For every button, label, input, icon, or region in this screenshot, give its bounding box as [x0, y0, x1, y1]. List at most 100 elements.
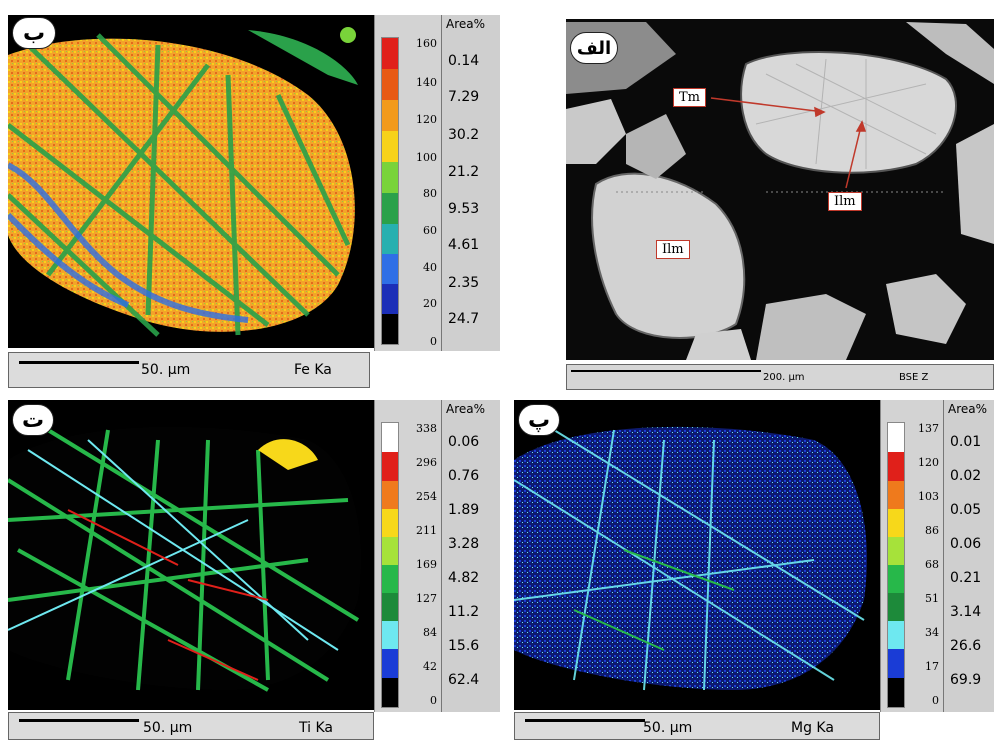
ti-scale-line [19, 719, 139, 722]
mg-tick: 120 [913, 456, 939, 469]
mg-area-value: 0.06 [950, 536, 981, 552]
fe-swatch-3 [382, 131, 398, 162]
fe-tick: 40 [411, 261, 437, 274]
ti-tick: 84 [411, 626, 437, 639]
fe-scale-text: 50. µm [141, 362, 190, 378]
ti-swatch-8 [382, 649, 398, 678]
mg-tick: 34 [913, 626, 939, 639]
fe-tick: 100 [411, 151, 437, 164]
ti-swatch-2 [382, 481, 398, 509]
mg-swatch-9 [888, 678, 904, 707]
mg-swatch-6 [888, 593, 904, 621]
ti-tick: 296 [411, 456, 437, 469]
fe-swatch-4 [382, 162, 398, 193]
ti-color-scale [381, 422, 399, 708]
mg-area-title: Area% [948, 402, 987, 416]
fe-area-title: Area% [446, 17, 485, 31]
fe-swatch-7 [382, 254, 398, 284]
ti-area-value: 62.4 [448, 672, 479, 688]
fe-scale-line [19, 361, 139, 364]
mg-area-value: 26.6 [950, 638, 981, 654]
ti-swatch-0 [382, 423, 398, 452]
ti-scale-text: 50. µm [143, 720, 192, 736]
mg-area-value: 3.14 [950, 604, 981, 620]
ilm-label-1: Ilm [828, 192, 862, 211]
ti-swatch-6 [382, 593, 398, 621]
fe-tick: 140 [411, 76, 437, 89]
mg-tick: 86 [913, 524, 939, 537]
ti-tick: 42 [411, 660, 437, 673]
ti-area-value: 0.06 [448, 434, 479, 450]
ti-area-value: 0.76 [448, 468, 479, 484]
mg-element-label: Mg Ka [791, 720, 834, 736]
ti-area-value: 11.2 [448, 604, 479, 620]
fe-color-scale [381, 37, 399, 345]
fe-area-value: 24.7 [448, 311, 479, 327]
bse-panel-badge: الف [570, 32, 618, 64]
mg-swatch-4 [888, 537, 904, 565]
mg-map-image [514, 400, 880, 710]
mg-scale-text: 50. µm [643, 720, 692, 736]
fe-area-value: 0.14 [448, 53, 479, 69]
bse-scalebar: 200. µm BSE Z [566, 364, 994, 390]
mg-area-value: 0.01 [950, 434, 981, 450]
fe-swatch-6 [382, 224, 398, 254]
ti-tick: 211 [411, 524, 437, 537]
tm-label: Tm [673, 88, 706, 107]
fe-panel-badge: ب [12, 17, 56, 49]
mg-swatch-1 [888, 452, 904, 481]
mg-color-scale [887, 422, 905, 708]
mg-tick: 0 [913, 694, 939, 707]
fe-scalebar: 50. µm Fe Ka [8, 352, 370, 388]
ti-element-label: Ti Ka [299, 720, 333, 736]
mg-map-panel: پ 50. µm Mg Ka 137 120 103 86 68 51 34 1… [514, 398, 994, 740]
fe-area-value: 9.53 [448, 201, 479, 217]
mg-scalebar: 50. µm Mg Ka [514, 712, 880, 740]
fe-tick: 20 [411, 297, 437, 310]
ti-tick: 338 [411, 422, 437, 435]
mg-panel-badge: پ [518, 404, 560, 436]
bse-image-panel: الف Tm Ilm Ilm 200. µm BSE Z [566, 14, 994, 392]
fe-tick: 60 [411, 224, 437, 237]
fe-area-value: 30.2 [448, 127, 479, 143]
ti-tick: 169 [411, 558, 437, 571]
ti-swatch-5 [382, 565, 398, 593]
mg-area-column: Area% 0.01 0.02 0.05 0.06 0.21 3.14 26.6… [943, 400, 994, 712]
ti-tick: 254 [411, 490, 437, 503]
ti-swatch-9 [382, 678, 398, 707]
fe-tick: 120 [411, 113, 437, 126]
fe-swatch-5 [382, 193, 398, 224]
ti-area-value: 3.28 [448, 536, 479, 552]
bse-scale-text: 200. µm [763, 372, 805, 383]
mg-scale-line [525, 719, 645, 722]
ti-area-column: Area% 0.06 0.76 1.89 3.28 4.82 11.2 15.6… [441, 400, 500, 712]
ti-area-value: 15.6 [448, 638, 479, 654]
fe-swatch-9 [382, 314, 398, 344]
fe-tick: 160 [411, 37, 437, 50]
ti-swatch-7 [382, 621, 398, 649]
mg-legend: 137 120 103 86 68 51 34 17 0 Area% 0.01 … [880, 400, 994, 712]
bse-scale-line [571, 370, 761, 372]
fe-area-value: 4.61 [448, 237, 479, 253]
bse-image [566, 14, 994, 360]
fe-swatch-8 [382, 284, 398, 314]
ti-scalebar: 50. µm Ti Ka [8, 712, 374, 740]
mg-swatch-3 [888, 509, 904, 537]
ti-area-value: 1.89 [448, 502, 479, 518]
mg-area-value: 0.02 [950, 468, 981, 484]
fe-area-value: 7.29 [448, 89, 479, 105]
ti-tick: 127 [411, 592, 437, 605]
ti-area-value: 4.82 [448, 570, 479, 586]
mg-area-value: 69.9 [950, 672, 981, 688]
mg-tick: 103 [913, 490, 939, 503]
ti-map-image [8, 400, 374, 710]
mg-swatch-5 [888, 565, 904, 593]
mg-tick: 51 [913, 592, 939, 605]
mg-area-value: 0.05 [950, 502, 981, 518]
fe-area-value: 2.35 [448, 275, 479, 291]
mg-swatch-8 [888, 649, 904, 678]
ti-legend: 338 296 254 211 169 127 84 42 0 Area% 0.… [374, 400, 498, 712]
ilm-label-2: Ilm [656, 240, 690, 259]
fe-swatch-0 [382, 38, 398, 69]
mg-swatch-7 [888, 621, 904, 649]
